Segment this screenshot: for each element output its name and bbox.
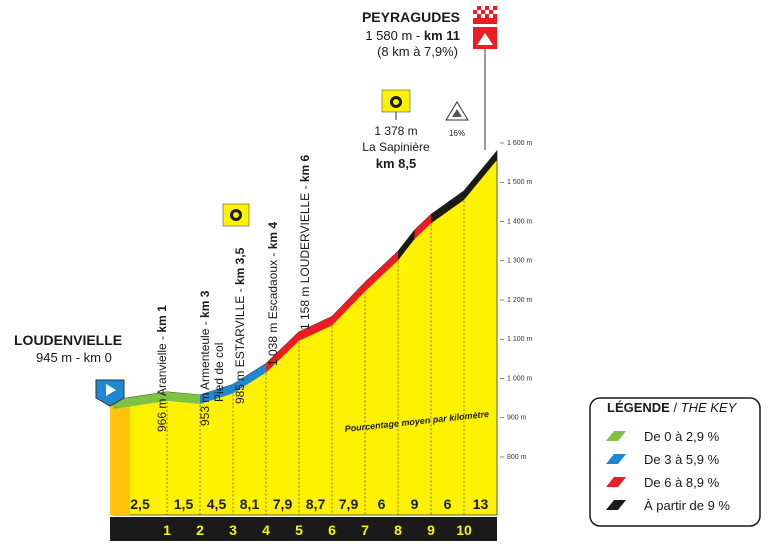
sprint-alt: 1 378 m bbox=[374, 124, 417, 138]
waypoint-km: km 3,5 bbox=[233, 247, 247, 285]
finish-flag bbox=[473, 6, 497, 150]
waypoint-km: km 6 bbox=[298, 154, 312, 182]
km-strip bbox=[133, 517, 497, 541]
legend-label: À partir de 9 % bbox=[644, 498, 730, 513]
sprint-name: La Sapinière bbox=[362, 140, 430, 154]
km-label: 9 bbox=[427, 522, 435, 538]
start-detail: 945 m - km 0 bbox=[36, 350, 112, 365]
km-label: 7 bbox=[361, 522, 369, 538]
gradient-band bbox=[266, 331, 299, 373]
finish-detail: (8 km à 7,9%) bbox=[377, 44, 458, 59]
finish-km: km 11 bbox=[424, 28, 460, 43]
gradient-band bbox=[332, 282, 365, 326]
legend-swatch bbox=[606, 500, 626, 510]
gradient-label: 8,1 bbox=[240, 496, 260, 512]
gradient-band bbox=[233, 363, 266, 394]
y-tick-label: 1 000 m bbox=[507, 375, 532, 382]
legend-label: De 3 à 5,9 % bbox=[644, 452, 720, 467]
steep-icon-inner bbox=[452, 109, 462, 117]
waypoint: 953 m Armenteule - km 3 bbox=[198, 290, 212, 426]
km-label: 4 bbox=[262, 522, 270, 538]
waypoint: 966 m Aranvielle - km 1 bbox=[155, 305, 169, 432]
legend-swatch bbox=[606, 431, 626, 441]
gradient-label: 7,9 bbox=[339, 496, 359, 512]
km-label: 3 bbox=[229, 522, 237, 538]
gradient-label: 9 bbox=[411, 496, 419, 512]
gradient-label: 4,5 bbox=[207, 496, 227, 512]
start-name: LOUDENVIELLE bbox=[14, 332, 122, 348]
y-tick-label: 1 500 m bbox=[507, 179, 532, 186]
legend-title-bg bbox=[604, 400, 744, 414]
gradient-label: 2,5 bbox=[130, 496, 150, 512]
waypoint: 1 158 m LOUDERVIELLE - km 6 bbox=[298, 154, 312, 330]
profile-left-face bbox=[110, 400, 130, 515]
waypoint-note: Pied de col bbox=[212, 343, 226, 402]
waypoint-text: 953 m Armenteule - bbox=[198, 318, 212, 426]
gradient-label: 13 bbox=[473, 496, 489, 512]
km-label: 6 bbox=[328, 522, 336, 538]
km-label: 2 bbox=[196, 522, 204, 538]
legend-swatch bbox=[606, 477, 626, 487]
gradient-band bbox=[113, 391, 167, 410]
finish-alt: 1 580 m - km 11 bbox=[365, 28, 460, 43]
waypoint-km: km 1 bbox=[155, 305, 169, 333]
chrono-icon bbox=[222, 203, 250, 227]
waypoint: 985 m ESTARVILLE - km 3,5 bbox=[233, 247, 247, 404]
waypoint-km: km 3 bbox=[198, 290, 212, 318]
y-tick-label: 1 600 m bbox=[507, 140, 532, 147]
gradient-band bbox=[299, 316, 332, 341]
profile-layer: 1 2 3 4 5 6 7 8 9 102,5 1,5 4,5 8,1 7,9 8,7 7,9 6 9 6 13800… bbox=[110, 140, 532, 541]
gradient-band bbox=[398, 230, 415, 261]
waypoint-text: 1 158 m LOUDERVIELLE - bbox=[298, 182, 312, 330]
gradient-label: 8,7 bbox=[306, 496, 326, 512]
gradient-band bbox=[464, 150, 497, 200]
waypoint-text: 985 m ESTARVILLE - bbox=[233, 285, 247, 404]
finish-name: PEYRAGUDES bbox=[362, 9, 460, 25]
legend-title: LÉGENDE / THE KEY bbox=[607, 400, 738, 415]
start-flag-arrow bbox=[106, 384, 116, 396]
finish-alt-text: 1 580 m - bbox=[365, 28, 424, 43]
steep-label: 16% bbox=[449, 129, 465, 138]
waypoint: 1 038 m Escadaoux - km 4 bbox=[266, 222, 280, 366]
waypoint-text: 966 m Aranvielle - bbox=[155, 333, 169, 432]
gradient-band bbox=[167, 391, 200, 404]
legend-items: De 0 à 2,9 % De 3 à 5,9 % De 6 à 8,9 % À pa… bbox=[606, 429, 730, 513]
km-label: 8 bbox=[394, 522, 402, 538]
waypoint-text: 1 038 m Escadaoux - bbox=[266, 249, 280, 366]
legend-swatch bbox=[606, 454, 626, 464]
km-label: 1 bbox=[163, 522, 171, 538]
gradient-band bbox=[365, 251, 398, 292]
gradient-band bbox=[414, 214, 431, 240]
legend-title-fr: LÉGENDE bbox=[607, 400, 670, 415]
legend-box bbox=[589, 397, 761, 527]
km-label: 5 bbox=[295, 522, 303, 538]
y-tick-label: 1 100 m bbox=[507, 336, 532, 343]
legend-label: De 0 à 2,9 % bbox=[644, 429, 720, 444]
y-tick-label: 900 m bbox=[507, 415, 527, 422]
km-label: 10 bbox=[456, 522, 472, 538]
y-tick-label: 1 400 m bbox=[507, 218, 532, 225]
gradient-label: 6 bbox=[378, 496, 386, 512]
gradient-label: 7,9 bbox=[273, 496, 293, 512]
legend-label: De 6 à 8,9 % bbox=[644, 475, 720, 490]
sprint-icon bbox=[381, 89, 411, 120]
sprint-km: km 8,5 bbox=[376, 156, 416, 171]
gradient-band bbox=[200, 384, 233, 404]
waypoint-km: km 4 bbox=[266, 222, 280, 250]
legend-title-en: THE KEY bbox=[681, 400, 738, 415]
y-tick-label: 1 200 m bbox=[507, 297, 532, 304]
gradient-band bbox=[431, 190, 464, 224]
km-strip-left bbox=[110, 517, 133, 541]
y-tick-label: 1 300 m bbox=[507, 258, 532, 265]
gradient-label: 1,5 bbox=[174, 496, 194, 512]
y-tick-label: 800 m bbox=[507, 454, 527, 461]
gradient-label: 6 bbox=[444, 496, 452, 512]
